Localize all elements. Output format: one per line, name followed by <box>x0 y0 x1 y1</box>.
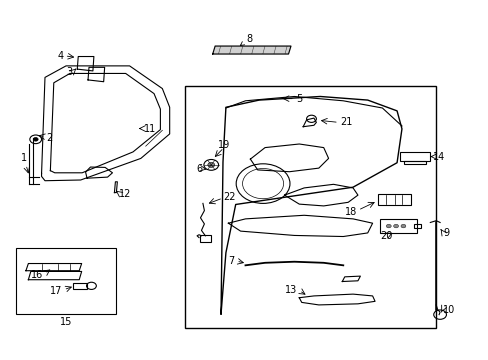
Text: 13: 13 <box>285 285 297 295</box>
Text: 17: 17 <box>50 286 62 296</box>
Bar <box>413 224 420 228</box>
Text: 20: 20 <box>380 231 392 241</box>
Circle shape <box>393 224 398 228</box>
Text: 9: 9 <box>442 228 448 238</box>
Polygon shape <box>212 46 290 54</box>
Text: 19: 19 <box>217 140 230 150</box>
Text: 11: 11 <box>144 123 156 134</box>
Text: 12: 12 <box>119 189 131 199</box>
Bar <box>399 152 429 161</box>
Circle shape <box>386 224 390 228</box>
Bar <box>16 248 116 314</box>
Text: 10: 10 <box>442 305 454 315</box>
Text: 8: 8 <box>240 34 252 45</box>
Bar <box>184 86 435 328</box>
Text: 14: 14 <box>432 152 444 162</box>
Text: 4: 4 <box>57 51 63 61</box>
Bar <box>73 283 86 289</box>
Circle shape <box>207 162 214 167</box>
Text: 5: 5 <box>295 94 302 104</box>
Text: 15: 15 <box>60 317 72 327</box>
Text: 21: 21 <box>339 117 351 127</box>
Text: 1: 1 <box>21 153 27 163</box>
Text: 3: 3 <box>66 67 72 77</box>
Circle shape <box>33 138 38 141</box>
Circle shape <box>400 224 405 228</box>
Text: 2: 2 <box>46 132 53 143</box>
Text: 6: 6 <box>196 164 203 174</box>
Bar <box>403 161 426 164</box>
Text: 16: 16 <box>31 270 43 280</box>
Text: 7: 7 <box>228 256 234 266</box>
Text: 18: 18 <box>344 207 356 217</box>
Text: 22: 22 <box>223 192 236 202</box>
Bar <box>199 235 211 242</box>
Bar <box>377 194 410 205</box>
Bar <box>379 219 416 233</box>
